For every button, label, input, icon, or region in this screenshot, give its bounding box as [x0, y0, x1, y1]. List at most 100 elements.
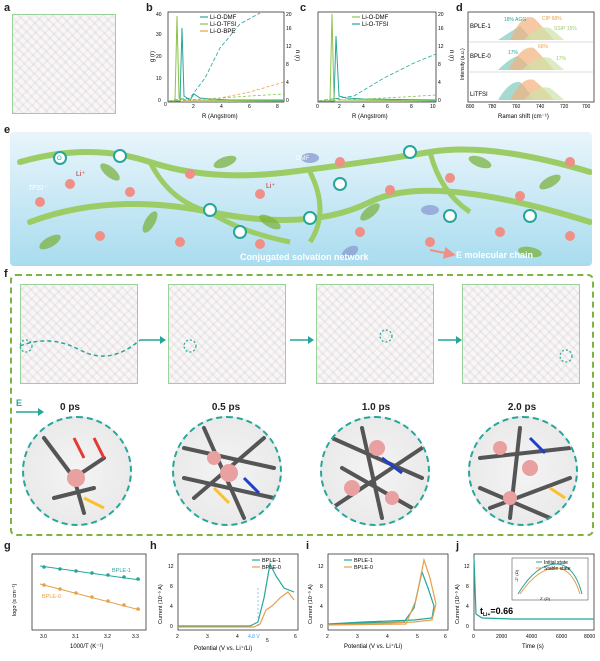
tick-g-x3: 3.3 [132, 634, 139, 640]
legend-b-2: Li-O-BPE [210, 29, 235, 35]
tick-c-yr2: 8 [438, 62, 441, 68]
xlabel-d: Raman shift (cm⁻¹) [498, 114, 549, 120]
o-label: O [57, 156, 62, 162]
e-field-label: E [16, 398, 23, 408]
tick-i-y3: 12 [318, 564, 324, 570]
tick-c-x0: 0 [316, 104, 319, 110]
lsv-chart-h: 4.8 V BPLE-1 BPLE-0 2 3 4 5 6 0 4 8 12 P… [157, 553, 299, 652]
tick-g-x2: 3.2 [104, 634, 111, 640]
ylabel-b-right: n (r) [294, 50, 300, 61]
tick-b-x2: 4 [220, 104, 223, 110]
ylabel-g: logσ (s cm⁻¹) [12, 584, 18, 616]
tick-h-x1: 3 [206, 634, 209, 640]
time-label-3: 2.0 ps [507, 402, 537, 413]
tick-c-yr4: 16 [438, 26, 444, 32]
rdf-chart-b: Li-O-DMF Li-O-TFSI Li-O-BPE 0 2 4 6 8 0 … [150, 11, 300, 120]
solvation-zoom-3 [468, 416, 578, 526]
panel-letter-d: d [456, 2, 463, 14]
tick-j-y3: 12 [464, 564, 470, 570]
tick-b-yl2: 20 [156, 54, 162, 60]
panel-letter-g: g [4, 540, 11, 552]
tick-i-x0: 2 [326, 634, 329, 640]
xlabel-h: Potential (V vs. Li⁺/Li) [194, 645, 252, 652]
ylabel-d: Intensity (a.u.) [460, 48, 466, 80]
tick-b-x3: 6 [248, 104, 251, 110]
raman-row-1: BPLE-0 [470, 54, 491, 60]
md-simulation-box [12, 14, 116, 114]
raman-chart-d: BPLE-1 BPLE-0 LiTFSI 18% AGG CIP 68% SSI… [460, 11, 595, 120]
raman-row-2: LiTFSI [470, 92, 488, 98]
raman-agg-label: 18% AGG [504, 17, 526, 23]
xlabel-g: 1000/T (K⁻¹) [70, 644, 103, 650]
tick-g-x1: 3.1 [72, 634, 79, 640]
tick-i-x4: 6 [444, 634, 447, 640]
tfsi-label: TFSI⁻ [28, 185, 48, 192]
tick-h-x2: 4 [236, 634, 239, 640]
legend-i-0: BPLE-1 [354, 558, 373, 564]
li-label: Li⁺ [76, 171, 85, 178]
raman-66-label: 66% [538, 44, 549, 50]
inset-ylabel-j: -Z'' (Ω) [514, 569, 519, 582]
annotation-h: 4.8 V [248, 634, 260, 640]
ylabel-j: Current (10⁻⁵ A) [454, 584, 461, 624]
tick-h-x4: 6 [294, 634, 297, 640]
tick-h-y3: 12 [168, 564, 174, 570]
tick-i-x2: 4 [386, 634, 389, 640]
tick-c-yr1: 4 [438, 80, 441, 86]
tick-j-y2: 8 [466, 584, 469, 590]
tick-b-yr0: 0 [286, 98, 289, 104]
tick-d-x0: 800 [466, 104, 475, 110]
panel-letter-a: a [4, 2, 11, 14]
tick-b-yl0: 0 [158, 98, 161, 104]
md-snapshot-2 [316, 284, 434, 384]
time-label-0: 0 ps [59, 402, 80, 413]
md-snapshot-1 [168, 284, 286, 384]
tick-j-x2: 4000 [526, 634, 537, 640]
tick-b-yr4: 16 [286, 26, 292, 32]
tick-b-yr1: 4 [286, 80, 289, 86]
raman-ssip-label: SSIP 15% [554, 26, 577, 32]
solvation-network-drawing: TFSI⁻ Li⁺ Li⁺ DMF O Conjugated solvation… [17, 145, 593, 262]
arrhenius-chart-g: BPLE-1 BPLE-0 3.0 3.1 3.2 3.3 1000/T (K⁻… [12, 553, 147, 650]
tick-j-x4: 8000 [584, 634, 595, 640]
time-label-1: 0.5 ps [211, 402, 241, 413]
chronoamp-chart-j: Initial state Stable state Z' (Ω) -Z'' (… [454, 553, 595, 650]
tick-c-yr5: 20 [438, 12, 444, 18]
ylabel-i: Current (10⁻⁵ A) [307, 584, 314, 624]
annotation-j-sub: Li+ [483, 612, 490, 618]
tick-h-y2: 8 [170, 584, 173, 590]
legend-i-1: BPLE-0 [354, 565, 373, 571]
series-g-0: BPLE-1 [112, 568, 131, 574]
solvation-zoom-2 [320, 416, 430, 526]
legend-h-1: BPLE-0 [262, 565, 281, 571]
raman-17b-label: 17% [556, 56, 567, 62]
tick-j-x0: 0 [472, 634, 475, 640]
panel-letter-i: i [306, 540, 310, 552]
raman-cip-label: CIP 68% [542, 16, 562, 22]
tick-c-yr0: 0 [438, 98, 441, 104]
tick-d-x2: 760 [512, 104, 521, 110]
annotation-j-value: =0.66 [490, 606, 513, 616]
tick-b-yr2: 8 [286, 62, 289, 68]
tick-d-x4: 720 [560, 104, 569, 110]
rdf-chart-c: Li-O-DMF Li-O-TFSI 0 2 4 6 8 10 0 4 8 12… [316, 11, 454, 120]
tick-i-x3: 5 [416, 634, 419, 640]
solvation-zoom-0 [22, 416, 132, 526]
md-snapshot-0 [20, 284, 138, 384]
panel-letter-b: b [146, 2, 153, 14]
li-label-2: Li⁺ [266, 183, 275, 190]
solvation-zoom-1 [172, 416, 282, 526]
legend-j-0: Initial state [544, 560, 568, 566]
xlabel-c: R (Angstrom) [352, 114, 388, 120]
tick-h-y0: 0 [170, 624, 173, 630]
caption-chain: E molecular chain [456, 250, 533, 260]
tick-b-x0: 0 [164, 102, 167, 108]
tick-h-x3: 5 [266, 638, 269, 644]
legend-c-0: Li-O-DMF [362, 15, 389, 21]
panel-letter-h: h [150, 540, 157, 552]
inset-xlabel-j: Z' (Ω) [540, 596, 551, 601]
tick-g-x0: 3.0 [40, 634, 47, 640]
md-snapshot-3 [462, 284, 580, 384]
tick-j-x3: 6000 [556, 634, 567, 640]
caption-network: Conjugated solvation network [240, 252, 370, 262]
